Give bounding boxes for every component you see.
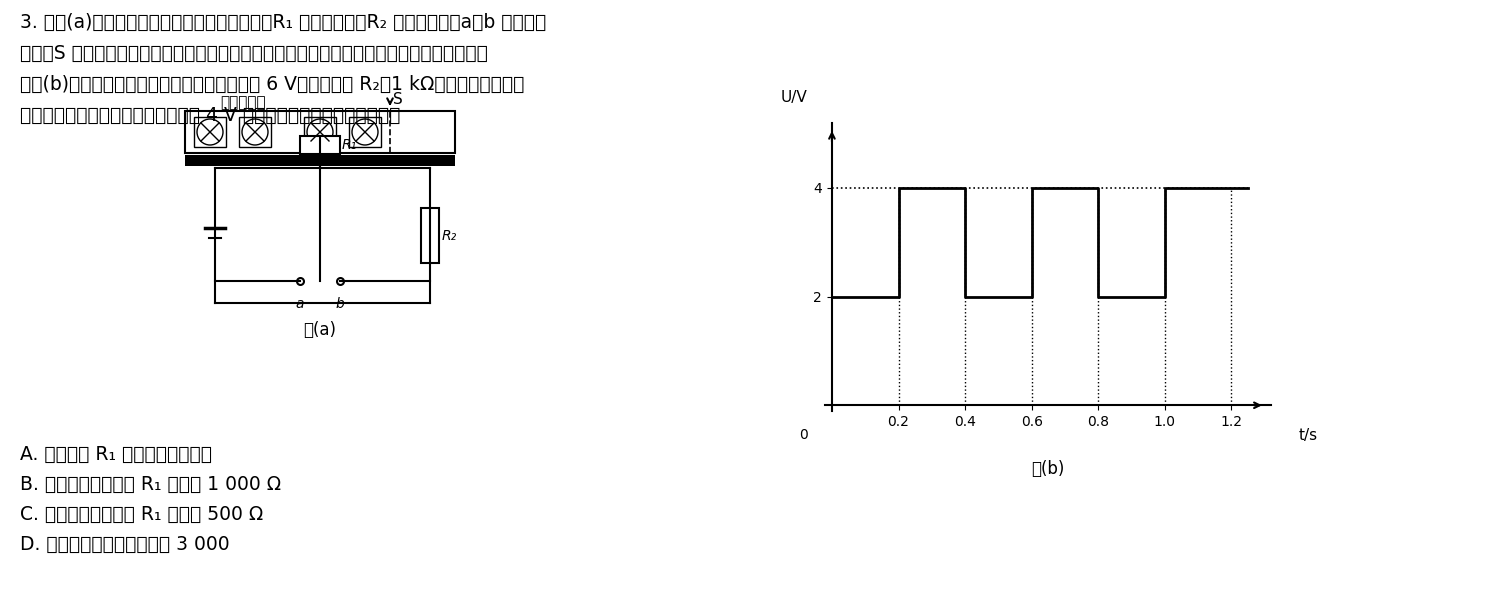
Bar [239,117,271,147]
Text: 0: 0 [799,428,807,442]
Bar [303,117,336,147]
Text: 波器，S 为激光源，产品通过时会挡住激光源发出的光线，示波器显示的电压随时间变化图像: 波器，S 为激光源，产品通过时会挡住激光源发出的光线，示波器显示的电压随时间变化… [19,44,488,63]
Text: U/V: U/V [781,90,807,105]
Bar [300,136,341,154]
Text: 图(a): 图(a) [303,321,336,339]
Text: 如图(b)所示。已知计数器电路中的电源电压为 6 V，定値电阔 R₂＝1 kΩ，水平传送带匀速: 如图(b)所示。已知计数器电路中的电源电压为 6 V，定値电阔 R₂＝1 kΩ，… [19,75,525,94]
Text: t/s: t/s [1298,428,1317,443]
Text: D. 每小时通过的产品个数为 3 000: D. 每小时通过的产品个数为 3 000 [19,535,229,554]
Text: 水平传送带: 水平传送带 [220,96,266,110]
Text: b: b [336,297,345,311]
Text: A. 光敏电阔 R₁ 有光照时阔値增大: A. 光敏电阔 R₁ 有光照时阔値增大 [19,445,213,464]
Text: 3. 如图(a)所示是流水线上的计数装置示意图。R₁ 为光敏电阔，R₂ 为定値电阔，a、b 之间接示: 3. 如图(a)所示是流水线上的计数装置示意图。R₁ 为光敏电阔，R₂ 为定値电… [19,13,546,32]
Bar [184,111,455,153]
Bar [421,207,439,262]
Text: B. 无光照时光敏电阔 R₁ 的阔値 1 000 Ω: B. 无光照时光敏电阔 R₁ 的阔値 1 000 Ω [19,475,281,494]
Text: R₂: R₂ [442,229,457,243]
Text: R₁: R₁ [342,138,357,152]
Text: C. 有光照时光敏电阔 R₁ 的阔値 500 Ω: C. 有光照时光敏电阔 R₁ 的阔値 500 Ω [19,505,263,524]
Text: a: a [296,297,305,311]
Text: 图(b): 图(b) [1032,460,1065,478]
Bar [193,117,226,147]
Bar [184,155,455,166]
Bar [349,117,381,147]
Text: S: S [393,91,403,107]
Text: 前进，每次产品挡光时示波器电压为 4 V 且计数一次，下列说法正确的是: 前进，每次产品挡光时示波器电压为 4 V 且计数一次，下列说法正确的是 [19,106,400,125]
